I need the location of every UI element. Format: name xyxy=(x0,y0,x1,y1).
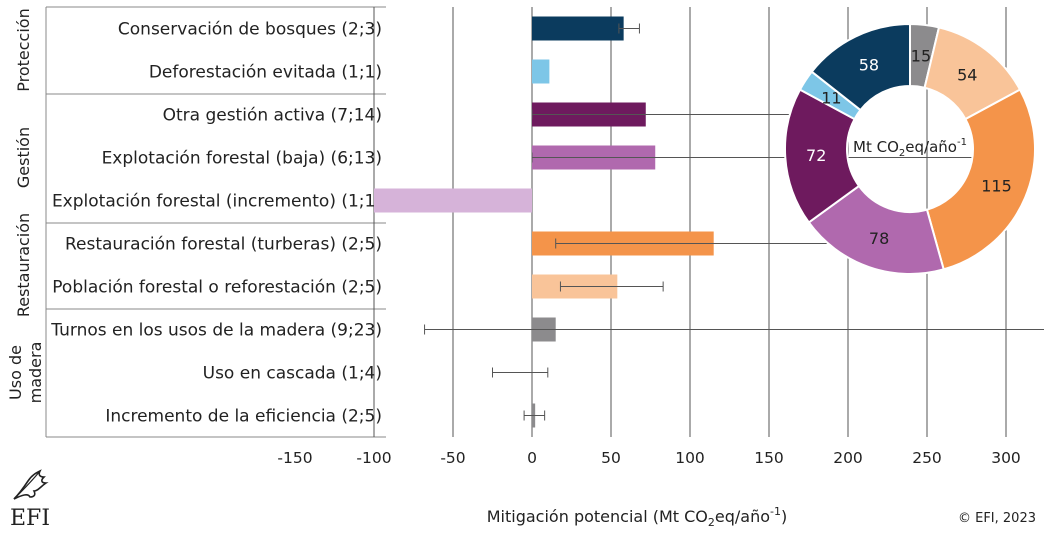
donut-slice xyxy=(784,88,861,224)
group-label: Protección xyxy=(14,8,33,91)
row-labels: Conservación de bosques (2;3) Deforestaci… xyxy=(50,20,382,427)
x-tick-label: 50 xyxy=(601,449,621,467)
x-tick-label: 300 xyxy=(991,449,1021,467)
x-tick-label: 150 xyxy=(754,449,784,467)
row-label: Explotación forestal (incremento) (1;1) xyxy=(52,192,382,212)
x-tick-labels: -150-100-50050100150200250300350400450 xyxy=(277,449,1021,467)
row-label: Población forestal o reforestación (2;5) xyxy=(52,278,382,298)
donut-slice xyxy=(807,184,945,275)
bar xyxy=(374,188,532,213)
group-label: Uso de xyxy=(6,345,25,400)
row-label: Explotación forestal (baja) (6;13) xyxy=(102,149,382,169)
x-tick-label: 0 xyxy=(527,449,537,467)
donut-slice-label: 78 xyxy=(869,229,889,248)
donut-chart: 15 54 115 78 72 11 58 xyxy=(784,22,1037,275)
row-label: Deforestación evitada (1;1) xyxy=(149,63,382,83)
group-label: madera xyxy=(26,342,45,404)
efi-logo: EFI xyxy=(10,469,50,531)
bar xyxy=(532,16,624,41)
oak-leaf-icon xyxy=(13,469,49,500)
group-label: Restauración xyxy=(14,213,33,317)
logo-text: EFI xyxy=(10,506,50,531)
row-label: Incremento de la eficiencia (2;5) xyxy=(105,407,382,427)
donut-slice-label: 72 xyxy=(806,146,826,165)
bars xyxy=(374,16,714,428)
row-label: Turnos en los usos de la madera (9;23) xyxy=(50,321,382,341)
row-label: Conservación de bosques (2;3) xyxy=(118,20,382,40)
donut-slice-label: 115 xyxy=(981,177,1012,196)
donut-slice xyxy=(810,22,911,112)
row-separators xyxy=(45,6,386,438)
row-label: Restauración forestal (turberas) (2;5) xyxy=(65,235,382,255)
bar xyxy=(532,59,550,84)
group-label: Gestión xyxy=(14,127,33,188)
x-tick-label: -100 xyxy=(356,449,391,467)
x-tick-label: -150 xyxy=(277,449,312,467)
group-labels: Protección Gestión Restauración Uso de mader… xyxy=(6,8,45,403)
error-bars xyxy=(424,23,1044,421)
x-tick-label: -50 xyxy=(440,449,465,467)
donut-center-label: Mt CO2eq/año-1 xyxy=(853,137,967,159)
donut-slice-label: 11 xyxy=(821,88,841,107)
x-tick-label: 200 xyxy=(833,449,863,467)
row-label: Uso en cascada (1;4) xyxy=(203,364,382,384)
donut-slice xyxy=(925,88,1037,271)
x-axis-label: Mitigación potencial (Mt CO2eq/año-1) xyxy=(487,505,787,529)
copyright-credit: © EFI, 2023 xyxy=(958,511,1036,526)
row-label: Otra gestión activa (7;14) xyxy=(163,106,382,126)
x-tick-label: 250 xyxy=(912,449,942,467)
x-tick-label: 100 xyxy=(675,449,705,467)
donut-slice-label: 15 xyxy=(911,47,931,66)
donut-slice-label: 54 xyxy=(957,65,977,84)
donut-slice-label: 58 xyxy=(859,55,879,74)
